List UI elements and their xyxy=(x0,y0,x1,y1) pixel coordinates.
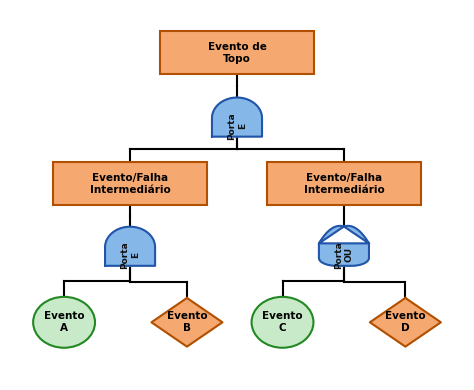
Text: Evento
D: Evento D xyxy=(385,312,426,333)
Text: Evento/Falha
Intermediário: Evento/Falha Intermediário xyxy=(90,173,171,195)
FancyBboxPatch shape xyxy=(53,162,208,205)
Text: Evento
C: Evento C xyxy=(262,312,303,333)
Polygon shape xyxy=(319,226,369,266)
Text: Evento de
Topo: Evento de Topo xyxy=(208,42,266,64)
Text: Porta
E: Porta E xyxy=(120,241,140,269)
Polygon shape xyxy=(105,227,155,266)
Polygon shape xyxy=(152,298,222,347)
Circle shape xyxy=(252,297,313,348)
FancyBboxPatch shape xyxy=(160,31,314,74)
Polygon shape xyxy=(212,98,262,136)
Circle shape xyxy=(33,297,95,348)
FancyBboxPatch shape xyxy=(266,162,421,205)
Text: Evento/Falha
Intermediário: Evento/Falha Intermediário xyxy=(303,173,384,195)
Text: Evento
B: Evento B xyxy=(167,312,207,333)
Polygon shape xyxy=(370,298,441,347)
Text: Porta
OU: Porta OU xyxy=(334,241,354,269)
Text: Evento
A: Evento A xyxy=(44,312,84,333)
Text: Porta
E: Porta E xyxy=(228,112,246,140)
